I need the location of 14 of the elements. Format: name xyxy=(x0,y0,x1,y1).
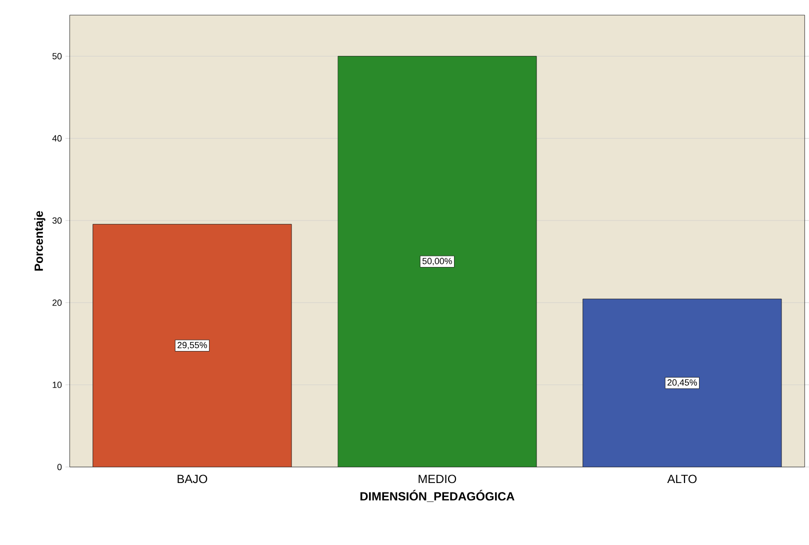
y-tick-label: 30 xyxy=(52,218,62,224)
y-tick-label: 10 xyxy=(52,382,62,388)
y-tick-label: 0 xyxy=(57,464,62,470)
data-label: 20,45% xyxy=(668,379,697,387)
data-label: 50,00% xyxy=(422,258,452,266)
x-tick-label: BAJO xyxy=(178,474,208,484)
y-axis-title: Porcentaje xyxy=(34,211,46,271)
y-tick-label: 20 xyxy=(52,300,62,306)
y-tick-label: 40 xyxy=(52,135,62,142)
x-axis-title: DIMENSIÓN_PEDAGÓGICA xyxy=(360,490,514,502)
x-tick-label: MEDIO xyxy=(418,474,456,484)
x-tick-label: ALTO xyxy=(667,474,697,484)
data-label: 29,55% xyxy=(178,342,207,350)
y-tick-label: 50 xyxy=(52,53,62,60)
